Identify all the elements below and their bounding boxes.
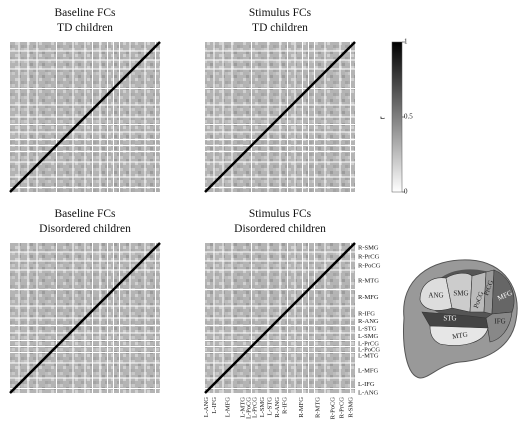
region-label-x: R-IFG — [282, 397, 289, 414]
region-label-y: L-ANG — [358, 389, 379, 396]
region-label-y: R-SMG — [358, 245, 379, 252]
region-label-y: R-PoCG — [358, 263, 381, 270]
region-label-x: L-PrCG — [252, 397, 259, 418]
panel-title: Baseline FCs — [54, 7, 116, 19]
region-label-y: L-MFG — [358, 368, 379, 375]
colorbar — [392, 42, 402, 192]
region-label-x: L-STG — [267, 397, 274, 416]
panel-subtitle: Disordered children — [39, 223, 131, 235]
panel-title: Stimulus FCs — [249, 7, 312, 19]
region-label-y: R-MTG — [358, 278, 379, 285]
region-label-x: L-MFG — [225, 397, 232, 418]
figure: r̄ Baseline FCs TD children Stimulus FCs TD… — [0, 0, 528, 430]
region-label-x: L-ANG — [203, 397, 210, 418]
colorbar-tick-label: 0 — [404, 188, 408, 196]
brain-region-label: IFG — [494, 318, 505, 326]
panel-subtitle: TD children — [252, 22, 308, 34]
region-label-x: R-PoCG — [330, 397, 337, 420]
region-label-x: R-ANG — [274, 397, 281, 418]
panel-subtitle: TD children — [57, 22, 113, 34]
panel-title: Baseline FCs — [54, 208, 116, 220]
region-label-x: R-MTG — [315, 397, 322, 418]
region-label-x: R-SMG — [348, 397, 355, 418]
region-label-y: R-ANG — [358, 318, 379, 325]
region-label-y: L-STG — [358, 326, 377, 333]
region-label-y: R-IFG — [358, 311, 375, 318]
region-label-y: L-SMG — [358, 333, 379, 340]
panel-subtitle: Disordered children — [234, 223, 326, 235]
region-label-x: L-IFG — [211, 397, 218, 414]
region-label-y: L-MTG — [358, 353, 379, 360]
region-label-y: R-MFG — [358, 294, 379, 301]
brain-region-label: ANG — [428, 292, 443, 300]
colorbar-tick-label: 0.5 — [404, 113, 413, 121]
brain-region-label: SMG — [453, 290, 468, 298]
region-label-y: R-PrCG — [358, 254, 380, 261]
colorbar-label: r̄ — [379, 116, 387, 120]
region-label-y: L-IFG — [358, 381, 375, 388]
brain-region-label: STG — [443, 315, 456, 323]
region-label-x: R-PrCG — [339, 397, 346, 419]
region-label-x: L-SMG — [259, 397, 266, 418]
panel-title: Stimulus FCs — [249, 208, 312, 220]
colorbar-tick-label: 1 — [404, 38, 408, 46]
region-label-x: R-MFG — [298, 397, 305, 418]
